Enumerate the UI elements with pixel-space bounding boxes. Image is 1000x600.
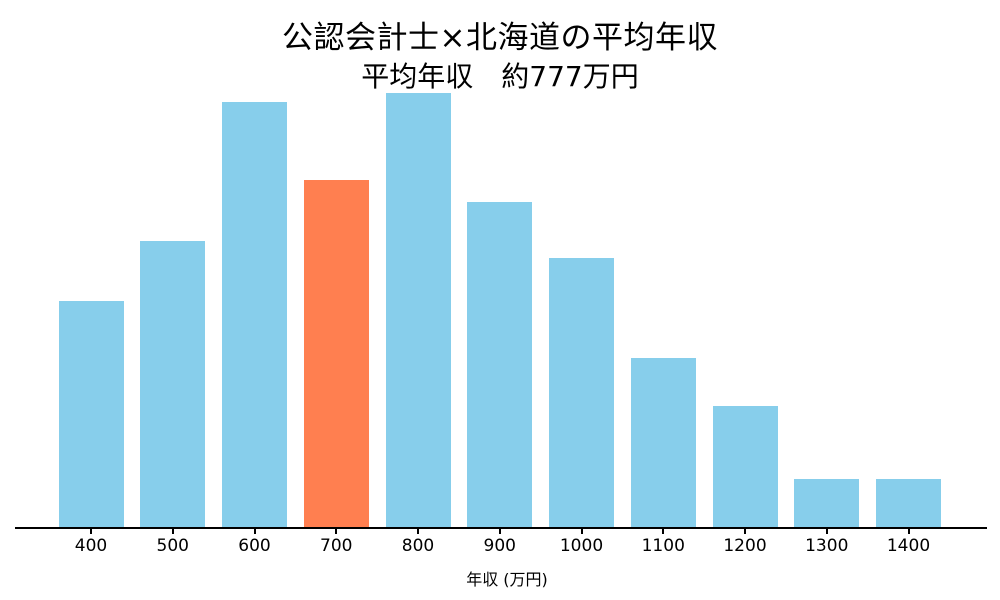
x-tick-label-1400: 1400 <box>886 536 931 556</box>
x-axis-label: 年収 (万円) <box>466 570 548 589</box>
x-tick-1100 <box>662 529 665 534</box>
bar-800 <box>385 93 451 527</box>
bar-600 <box>222 102 287 527</box>
bar-1200 <box>712 406 778 527</box>
x-tick-label-800: 800 <box>401 536 435 556</box>
x-tick-500 <box>171 529 174 534</box>
x-tick-label-400: 400 <box>74 536 108 556</box>
x-tick-600 <box>253 529 256 534</box>
bar-900 <box>467 202 533 527</box>
x-tick-1200 <box>744 529 746 534</box>
x-tick-700 <box>335 529 338 534</box>
x-tick-label-700: 700 <box>320 536 353 556</box>
x-tick-label-900: 900 <box>483 536 516 556</box>
x-tick-1400 <box>907 529 910 534</box>
bar-700 <box>303 180 369 527</box>
chart-title: 公認会計士×北海道の平均年収 <box>282 20 718 56</box>
x-tick-400 <box>90 529 92 534</box>
bar-1300 <box>794 479 860 527</box>
plot-area <box>0 89 1000 527</box>
bar-400 <box>58 301 124 527</box>
x-tick-label-1300: 1300 <box>805 536 849 556</box>
x-tick-label-1100: 1100 <box>641 536 685 556</box>
x-tick-label-1200: 1200 <box>723 536 767 556</box>
bar-1000 <box>549 258 614 527</box>
x-tick-label-500: 500 <box>156 536 189 556</box>
x-tick-1300 <box>825 529 828 534</box>
bar-1400 <box>876 479 941 527</box>
chart-subtitle: 平均年収 約777万円 <box>361 60 639 93</box>
x-tick-900 <box>498 529 501 534</box>
x-axis-line <box>15 527 987 529</box>
bar-1100 <box>630 358 696 527</box>
x-tick-1000 <box>580 529 583 534</box>
x-tick-label-600: 600 <box>238 536 271 556</box>
x-tick-label-1000: 1000 <box>559 536 604 556</box>
bar-500 <box>140 241 206 527</box>
x-tick-800 <box>417 529 419 534</box>
